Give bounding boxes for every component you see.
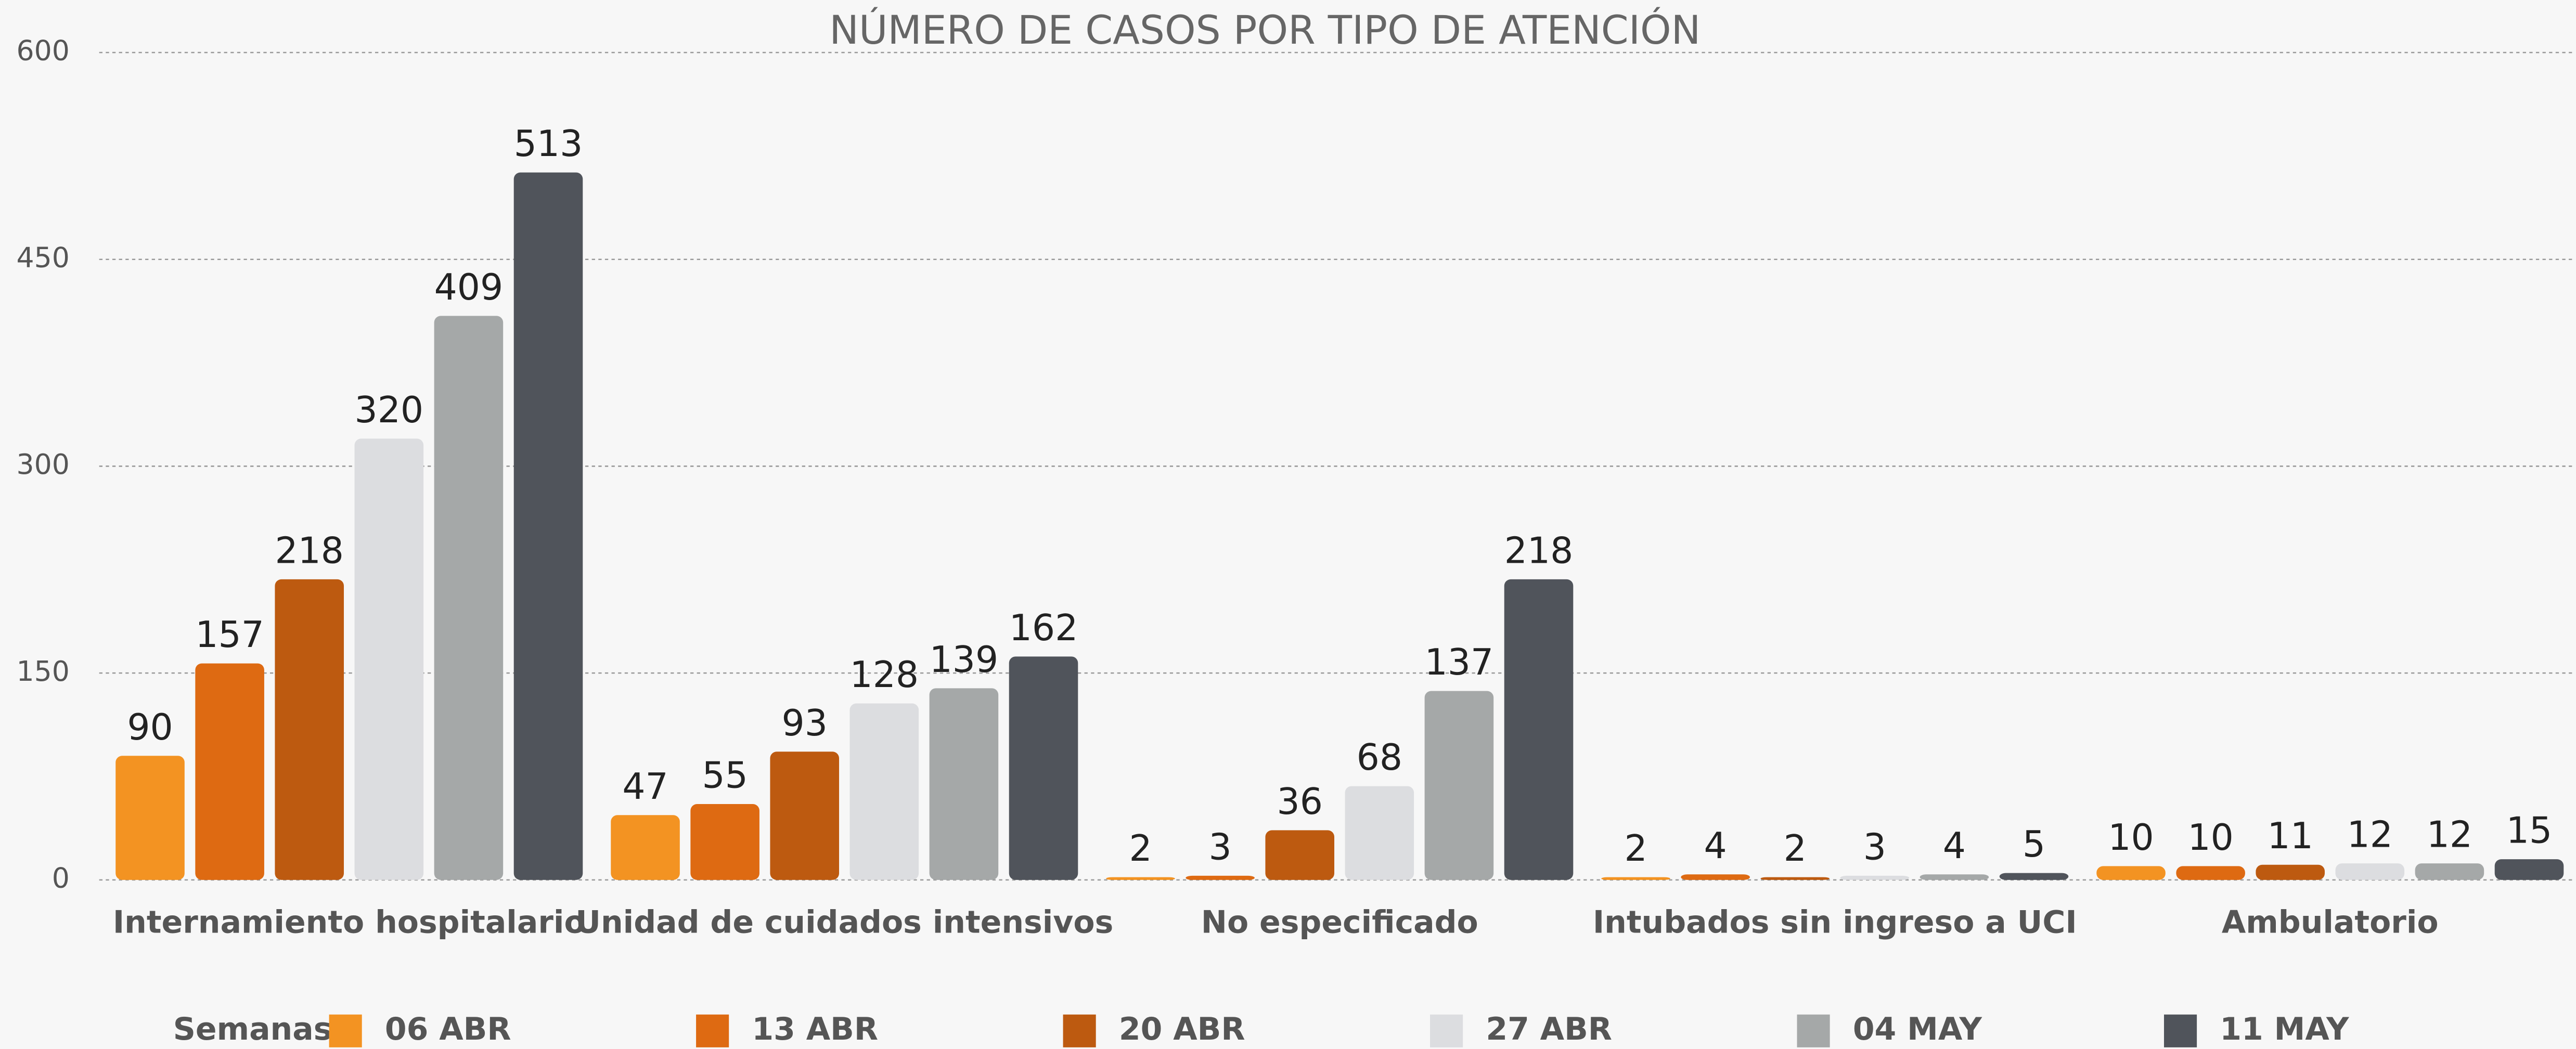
data-label: 36	[1277, 781, 1323, 823]
bar	[2494, 859, 2564, 880]
bar	[2335, 863, 2405, 880]
data-label: 128	[850, 654, 919, 696]
data-label: 137	[1425, 642, 1494, 683]
bar	[2256, 864, 2325, 880]
data-label: 2	[1784, 828, 1807, 870]
chart-title: NÚMERO DE CASOS POR TIPO DE ATENCIÓN	[829, 6, 1701, 53]
data-label: 218	[1504, 530, 1574, 572]
data-label: 10	[2108, 817, 2154, 859]
bar	[434, 316, 504, 880]
data-label: 320	[355, 390, 424, 431]
y-tick-label: 300	[16, 448, 69, 481]
x-tick-label: Unidad de cuidados intensivos	[575, 904, 1113, 941]
data-label: 90	[127, 707, 173, 748]
bar	[1504, 579, 1574, 880]
bar	[1681, 874, 1750, 880]
data-label: 5	[2023, 824, 2045, 865]
data-label: 2	[1624, 828, 1647, 870]
data-label: 3	[1209, 826, 1232, 868]
x-tick-label: Ambulatorio	[2222, 904, 2439, 941]
data-label: 3	[1863, 826, 1886, 868]
data-label: 47	[622, 766, 668, 808]
bar	[1601, 877, 1670, 880]
bar	[2096, 866, 2166, 880]
x-tick-label: No especificado	[1201, 904, 1478, 941]
legend-label: 04 MAY	[1853, 1011, 1983, 1047]
bar	[195, 663, 264, 880]
y-tick-label: 0	[52, 862, 70, 895]
legend-label: 20 ABR	[1119, 1011, 1245, 1047]
data-label: 15	[2506, 810, 2552, 852]
bar	[1999, 873, 2069, 880]
data-label: 513	[514, 123, 583, 165]
data-label: 218	[275, 530, 344, 572]
bar	[2176, 866, 2245, 880]
legend-swatch	[696, 1014, 729, 1047]
data-label: 139	[930, 639, 999, 681]
bar	[1186, 875, 1255, 880]
data-label: 55	[702, 755, 748, 797]
bar	[1265, 830, 1335, 880]
data-label: 4	[1704, 825, 1727, 867]
data-label: 409	[434, 267, 504, 308]
legend-label: 13 ABR	[752, 1011, 878, 1047]
legend-swatch	[2163, 1014, 2197, 1047]
legend-swatch	[1430, 1014, 1463, 1047]
data-label: 10	[2187, 817, 2233, 859]
bar	[1009, 656, 1078, 880]
data-label: 12	[2427, 814, 2472, 856]
data-label: 157	[195, 614, 264, 656]
y-tick-label: 150	[16, 655, 69, 688]
bar	[849, 703, 919, 880]
data-label: 162	[1009, 607, 1078, 649]
bar	[929, 688, 999, 880]
legend-swatch	[329, 1014, 362, 1047]
bar	[1840, 875, 1910, 880]
data-label: 68	[1357, 737, 1402, 779]
bar	[1106, 877, 1175, 880]
legend-swatch	[1063, 1014, 1096, 1047]
data-label: 12	[2347, 814, 2393, 856]
legend-label: 11 MAY	[2220, 1011, 2350, 1047]
bar	[2415, 863, 2484, 880]
bar	[115, 756, 185, 880]
data-label: 11	[2268, 815, 2313, 857]
bar	[770, 752, 840, 880]
legend-swatch	[1797, 1014, 1830, 1047]
legend-title: Semanas	[173, 1011, 332, 1047]
data-label: 93	[782, 703, 828, 744]
x-tick-label: Internamiento hospitalario	[113, 904, 586, 941]
y-tick-label: 450	[16, 241, 69, 274]
bar	[275, 579, 344, 880]
x-tick-label: Intubados sin ingreso a UCI	[1593, 904, 2077, 941]
data-label: 2	[1129, 828, 1152, 870]
bar	[1424, 691, 1494, 880]
legend-label: 27 ABR	[1486, 1011, 1612, 1047]
y-tick-label: 600	[16, 34, 69, 67]
bar	[1345, 786, 1414, 880]
bar	[1920, 874, 1989, 880]
bar	[354, 438, 424, 880]
data-label: 4	[1943, 825, 1966, 867]
bar	[513, 172, 583, 880]
legend-label: 06 ABR	[385, 1011, 511, 1047]
bar	[1760, 877, 1830, 880]
bar	[690, 804, 759, 880]
bar	[611, 815, 680, 880]
